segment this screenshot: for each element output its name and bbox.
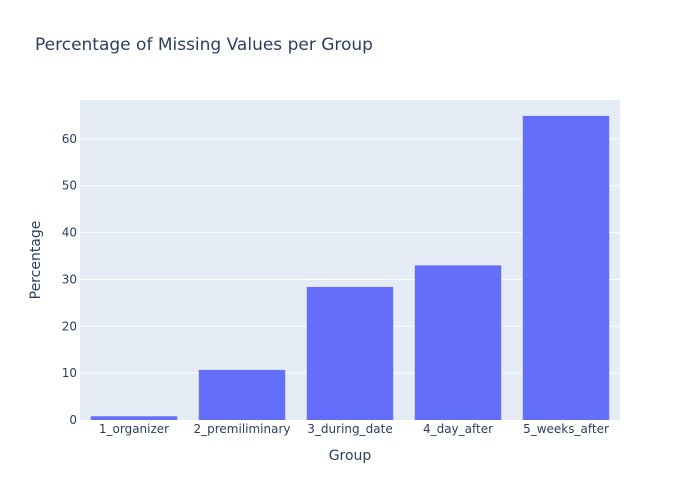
y-tick-label: 30 — [62, 272, 77, 286]
x-axis-ticks: 1_organizer 2_premiliminary 3_during_date 4… — [99, 422, 609, 436]
y-tick-label: 10 — [62, 366, 77, 380]
x-tick-label: 1_organizer — [99, 422, 169, 436]
bar-2_premiliminary[interactable] — [198, 369, 286, 420]
y-tick-label: 60 — [62, 132, 77, 146]
bars — [90, 115, 610, 420]
x-axis-title: Group — [329, 448, 372, 464]
x-tick-label: 2_premiliminary — [193, 422, 290, 436]
x-tick-label: 3_during_date — [307, 422, 392, 436]
y-tick-label: 0 — [69, 413, 77, 427]
y-tick-label: 40 — [62, 226, 77, 240]
y-axis-ticks: 0 10 20 30 40 50 60 — [62, 132, 77, 427]
x-tick-label: 5_weeks_after — [523, 422, 609, 436]
bar-1_organizer[interactable] — [90, 416, 178, 420]
bar-3_during_date[interactable] — [306, 286, 394, 420]
chart-title: Percentage of Missing Values per Group — [35, 35, 373, 55]
x-tick-label: 4_day_after — [423, 422, 493, 436]
y-tick-label: 50 — [62, 179, 77, 193]
y-tick-label: 20 — [62, 319, 77, 333]
bar-5_weeks_after[interactable] — [522, 115, 610, 420]
bar-4_day_after[interactable] — [414, 265, 502, 420]
y-axis-title: Percentage — [28, 221, 44, 300]
